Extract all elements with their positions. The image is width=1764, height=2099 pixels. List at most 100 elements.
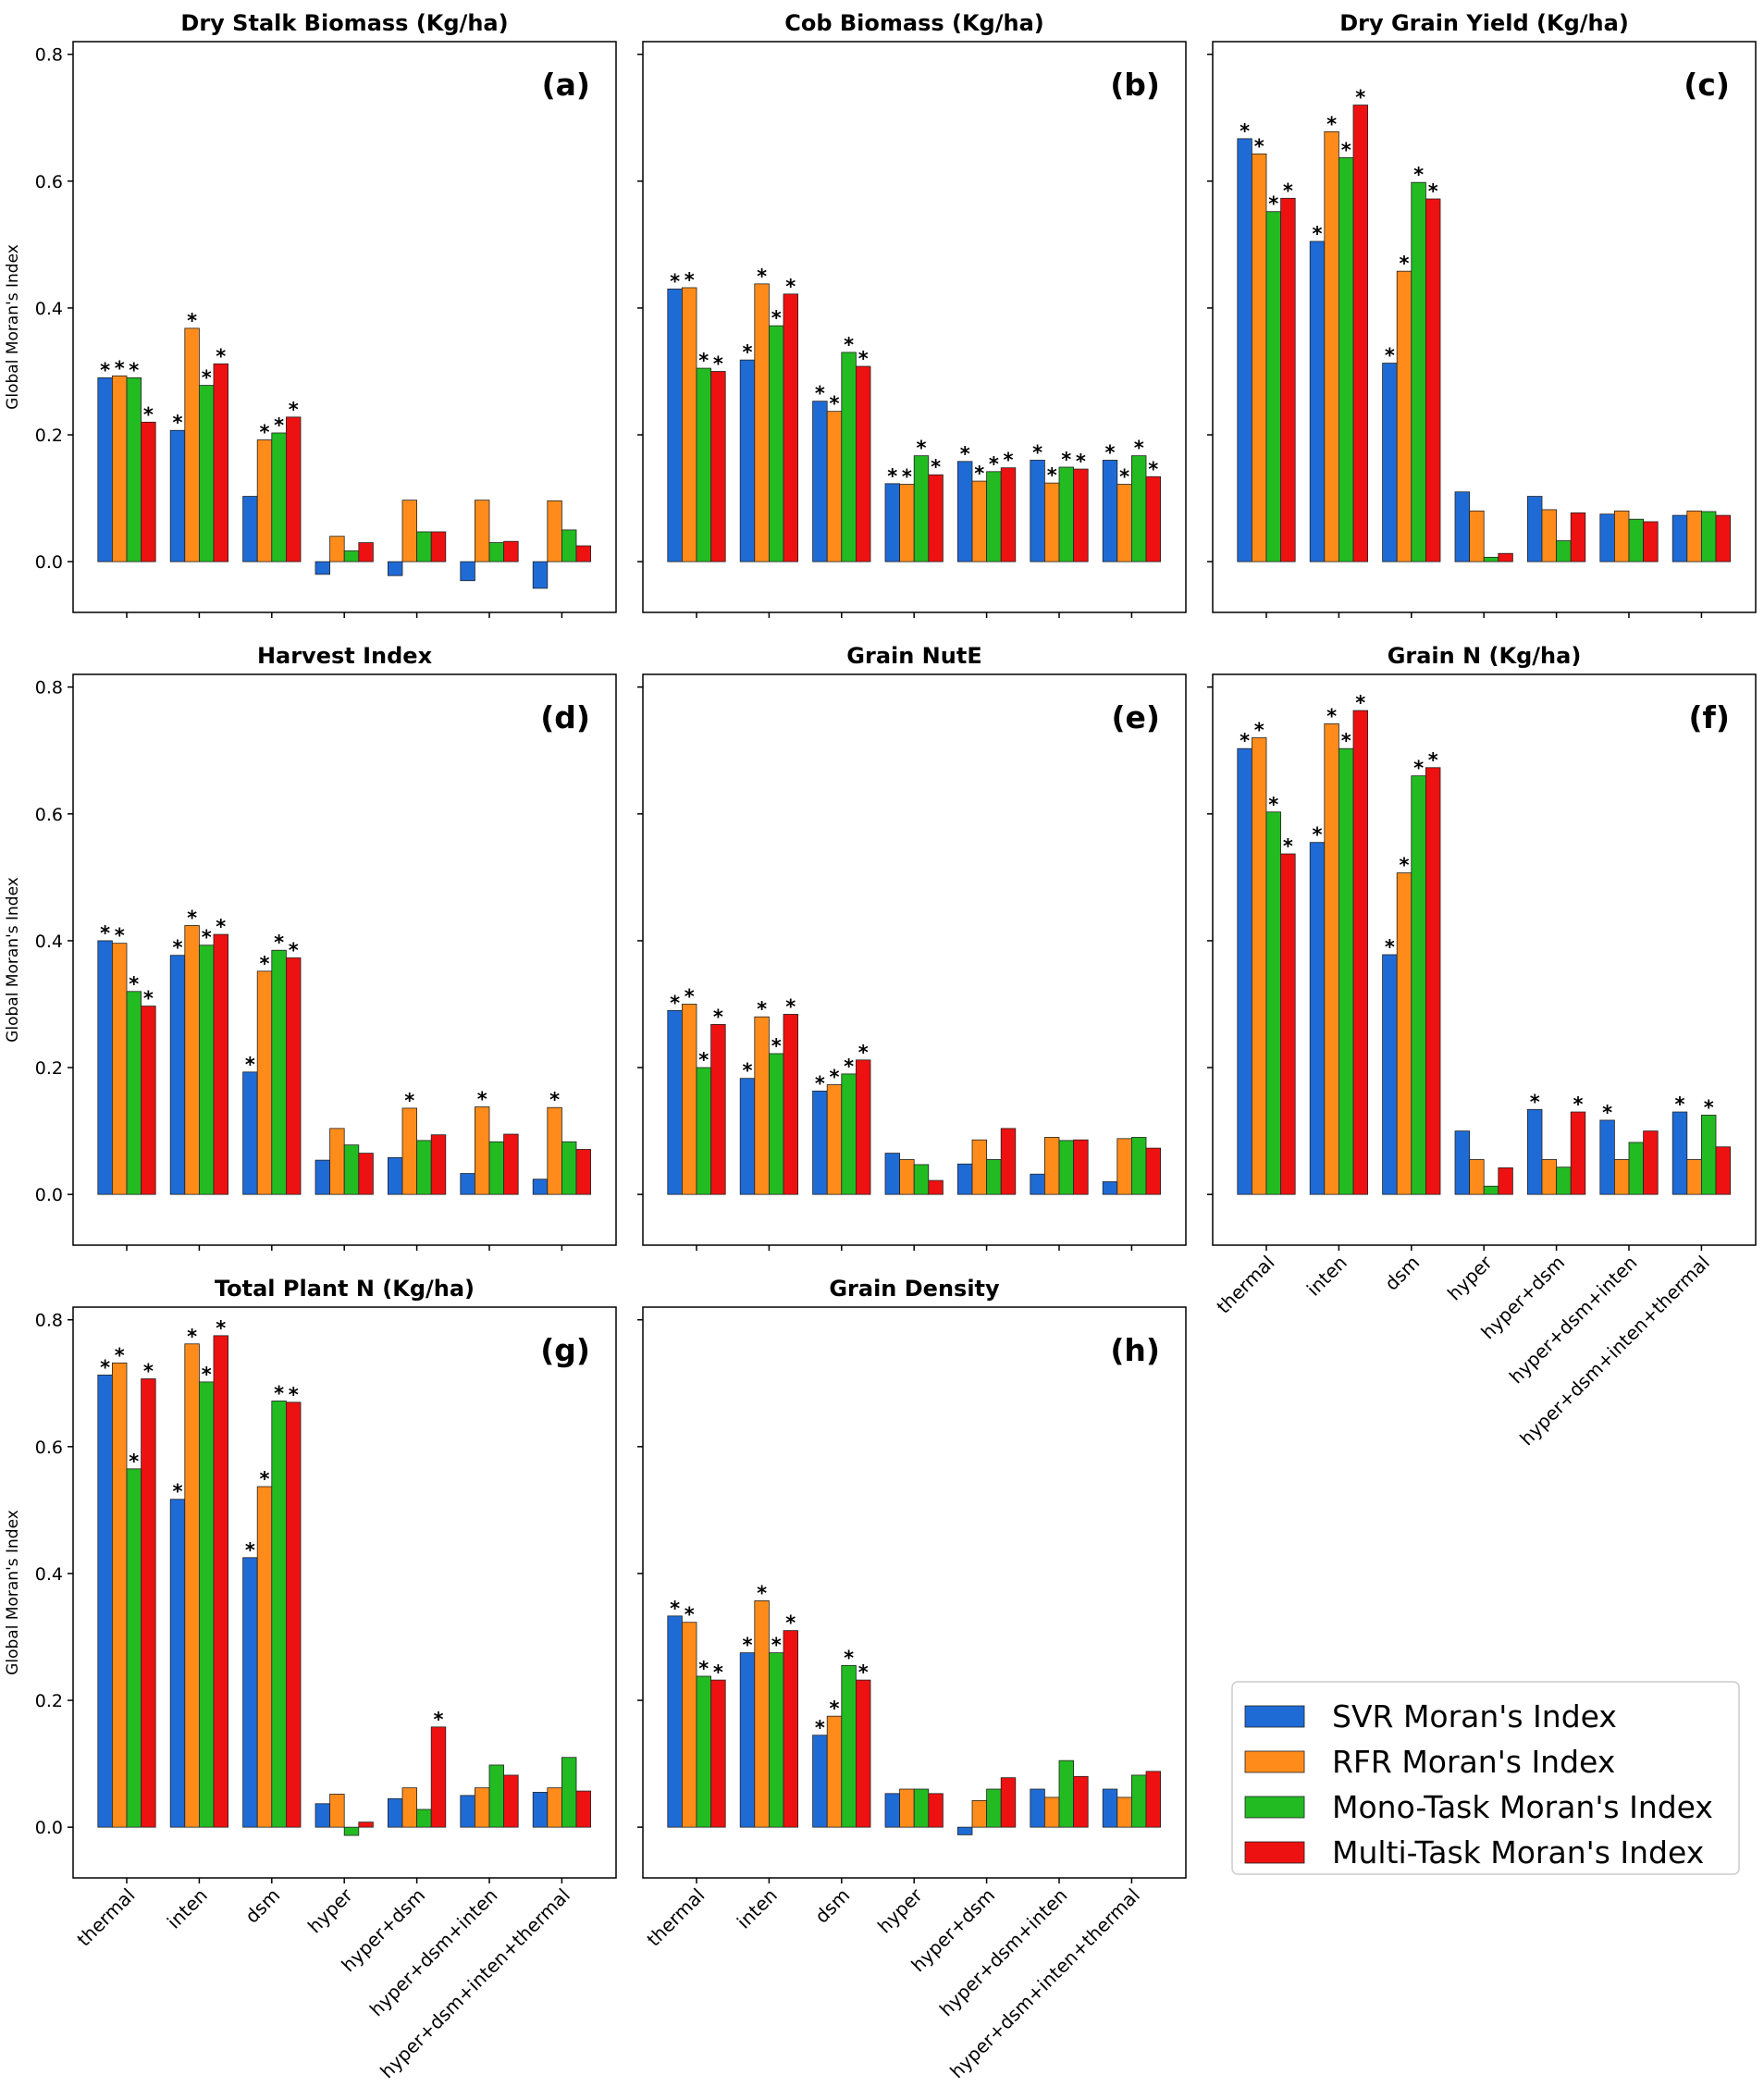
- y-tick-label: 0.0: [35, 552, 63, 573]
- significance-star: *: [1428, 180, 1438, 203]
- significance-star: *: [143, 1360, 154, 1382]
- bar-svr: [667, 1615, 683, 1828]
- bar-multi: [358, 1153, 374, 1195]
- bar-svr: [242, 496, 258, 562]
- significance-star: *: [743, 1635, 753, 1657]
- bar-svr: [1382, 954, 1398, 1195]
- bar-multi: [1000, 1777, 1017, 1828]
- bar-svr: [97, 1374, 113, 1828]
- significance-star: *: [685, 1604, 695, 1626]
- bar-svr: [957, 461, 973, 562]
- significance-star: *: [1341, 730, 1351, 752]
- bar-rfr: [1252, 153, 1267, 562]
- bar-rfr: [1469, 510, 1485, 562]
- bar-svr: [1237, 747, 1252, 1195]
- x-category-label: hyper: [303, 1883, 357, 1937]
- bar-rfr: [475, 500, 490, 562]
- significance-star: *: [260, 1468, 270, 1490]
- legend-box: [1231, 1681, 1740, 1875]
- bar-multi: [141, 421, 156, 562]
- significance-star: *: [1254, 720, 1264, 742]
- panel-label: (d): [540, 699, 590, 735]
- bar-rfr: [1614, 1159, 1630, 1195]
- bar-mono: [561, 1141, 577, 1195]
- significance-star: *: [1268, 794, 1278, 816]
- significance-star: *: [187, 310, 197, 332]
- bar-svr: [812, 401, 828, 562]
- significance-star: *: [902, 466, 912, 488]
- significance-star: *: [404, 1090, 414, 1112]
- bar-mono: [913, 1788, 930, 1828]
- x-category-label: hyper: [1443, 1251, 1497, 1304]
- bar-mono: [1628, 1142, 1645, 1195]
- bar-multi: [783, 1630, 799, 1828]
- panel-title: Grain N (Kg/ha): [1388, 643, 1582, 669]
- significance-star: *: [245, 1054, 255, 1076]
- significance-star: *: [1326, 113, 1337, 135]
- significance-star: *: [757, 1582, 767, 1604]
- bar-rfr: [754, 1600, 770, 1828]
- bar-multi: [783, 293, 799, 562]
- significance-star: *: [1148, 458, 1158, 480]
- bar-multi: [1715, 1146, 1732, 1195]
- bar-mono: [198, 1381, 215, 1828]
- bar-multi: [1498, 552, 1513, 562]
- bar-svr: [532, 561, 549, 589]
- bar-rfr: [329, 536, 345, 562]
- panel-title: Cob Biomass (Kg/ha): [784, 10, 1044, 36]
- bar-multi: [575, 545, 592, 562]
- legend-swatch: [1244, 1841, 1305, 1864]
- bar-rfr: [329, 1794, 345, 1828]
- significance-star: *: [858, 1661, 869, 1684]
- bar-mono: [561, 529, 577, 562]
- bar-multi: [1145, 1771, 1162, 1828]
- bar-rfr: [112, 1362, 128, 1828]
- significance-star: *: [434, 1709, 444, 1731]
- significance-star: *: [771, 1635, 782, 1657]
- panel-title: Dry Grain Yield (Kg/ha): [1339, 10, 1629, 36]
- bar-svr: [1527, 1108, 1543, 1195]
- panel-label: (g): [540, 1332, 590, 1368]
- bar-multi: [1643, 1130, 1659, 1195]
- significance-star: *: [989, 453, 999, 475]
- bar-mono: [1483, 556, 1499, 562]
- significance-star: *: [216, 345, 226, 367]
- significance-star: *: [115, 1344, 125, 1366]
- bar-rfr: [1116, 484, 1132, 562]
- significance-star: *: [143, 403, 154, 426]
- bar-rfr: [547, 500, 562, 562]
- significance-star: *: [1004, 450, 1014, 472]
- significance-star: *: [173, 937, 183, 959]
- x-category-label: inten: [163, 1884, 212, 1933]
- bar-rfr: [682, 1004, 697, 1195]
- bar-rfr: [682, 1622, 697, 1828]
- bar-mono: [1411, 181, 1426, 562]
- y-tick-label: 0.6: [35, 805, 63, 825]
- y-tick-label: 0.6: [35, 172, 63, 192]
- x-category-label: thermal: [1212, 1252, 1278, 1318]
- bar-multi: [1570, 512, 1586, 562]
- bar-mono: [1701, 1115, 1717, 1195]
- bar-rfr: [1396, 872, 1412, 1195]
- x-category-label: dsm: [1380, 1252, 1424, 1295]
- significance-star: *: [743, 341, 753, 364]
- bar-mono: [343, 550, 360, 562]
- bar-rfr: [1541, 1159, 1558, 1195]
- significance-star: *: [216, 1317, 226, 1340]
- bar-svr: [1237, 138, 1252, 562]
- bar-multi: [1280, 853, 1296, 1195]
- significance-star: *: [713, 352, 723, 375]
- significance-star: *: [1400, 855, 1410, 877]
- bar-rfr: [826, 1715, 843, 1828]
- panel-label: (h): [1110, 1332, 1160, 1368]
- bar-mono: [1058, 466, 1075, 562]
- bar-multi: [213, 933, 229, 1195]
- bar-multi: [1073, 1775, 1089, 1828]
- bar-multi: [358, 542, 374, 562]
- significance-star: *: [289, 939, 299, 961]
- panel-title: Total Plant N (Kg/ha): [215, 1276, 475, 1302]
- significance-star: *: [187, 907, 197, 929]
- bar-mono: [986, 1159, 1002, 1195]
- significance-star: *: [274, 1382, 284, 1404]
- significance-star: *: [143, 988, 154, 1010]
